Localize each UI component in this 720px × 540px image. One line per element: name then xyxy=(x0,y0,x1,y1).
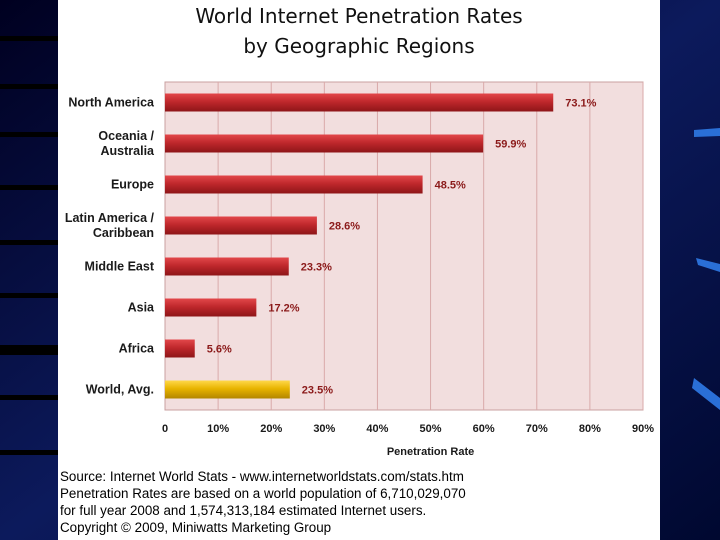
bars xyxy=(165,93,554,399)
category-labels: North America Oceania /Australia Europe Lat… xyxy=(65,96,155,397)
x-tick-label: 70% xyxy=(526,423,548,435)
data-label: 48.5% xyxy=(435,180,466,192)
bar xyxy=(165,339,195,358)
bar xyxy=(165,298,257,317)
category-label: Europe xyxy=(111,178,154,192)
left-stripes xyxy=(0,36,58,455)
data-label: 5.6% xyxy=(207,344,232,356)
source-line: Source: Internet World Stats - www.inter… xyxy=(60,469,464,484)
x-tick-label: 20% xyxy=(260,423,282,435)
category-label: Australia xyxy=(101,144,156,158)
x-tick-label: 50% xyxy=(420,423,442,435)
bar xyxy=(165,175,423,194)
data-label: 59.9% xyxy=(495,139,526,151)
source-note: Source: Internet World Stats - www.inter… xyxy=(60,468,660,536)
category-label: Oceania / xyxy=(98,129,154,143)
data-label: 17.2% xyxy=(268,303,299,315)
source-line: Penetration Rates are based on a world p… xyxy=(60,486,466,501)
bar xyxy=(165,380,290,399)
data-label: 23.3% xyxy=(301,262,332,274)
value-labels: 73.1% 59.9% 48.5% 28.6% 23.3% 17.2% 5.6% 23.5% xyxy=(207,98,597,397)
category-label: Africa xyxy=(119,342,155,356)
category-label: Middle East xyxy=(85,260,155,274)
bar xyxy=(165,216,317,235)
bar-chart: North America Oceania /Australia Europe Lat… xyxy=(65,81,654,458)
category-label: Asia xyxy=(128,301,155,315)
data-label: 23.5% xyxy=(302,385,333,397)
chart-title: World Internet Penetration Rates xyxy=(195,4,523,28)
x-tick-label: 10% xyxy=(207,423,229,435)
x-axis-label: Penetration Rate xyxy=(387,446,474,458)
category-label: North America xyxy=(68,96,155,110)
x-tick-label: 0 xyxy=(162,423,168,435)
category-label: Caribbean xyxy=(93,226,154,240)
x-tick-labels: 0 10% 20% 30% 40% 50% 60% 70% 80% 90% xyxy=(162,423,654,435)
source-line: for full year 2008 and 1,574,313,184 est… xyxy=(60,503,427,518)
x-tick-label: 90% xyxy=(632,423,654,435)
plot-area xyxy=(164,81,644,411)
category-label: World, Avg. xyxy=(86,383,154,397)
x-tick-label: 80% xyxy=(579,423,601,435)
chart-subtitle: by Geographic Regions xyxy=(243,34,475,58)
source-line: Copyright © 2009, Miniwatts Marketing Gr… xyxy=(60,520,332,535)
x-tick-label: 60% xyxy=(473,423,495,435)
bar xyxy=(165,134,484,153)
category-label: Latin America / xyxy=(65,211,155,225)
data-label: 28.6% xyxy=(329,221,360,233)
data-label: 73.1% xyxy=(565,98,596,110)
x-tick-label: 40% xyxy=(366,423,388,435)
right-decoration xyxy=(692,128,720,410)
bar xyxy=(165,93,554,112)
bar xyxy=(165,257,289,276)
x-tick-label: 30% xyxy=(313,423,335,435)
